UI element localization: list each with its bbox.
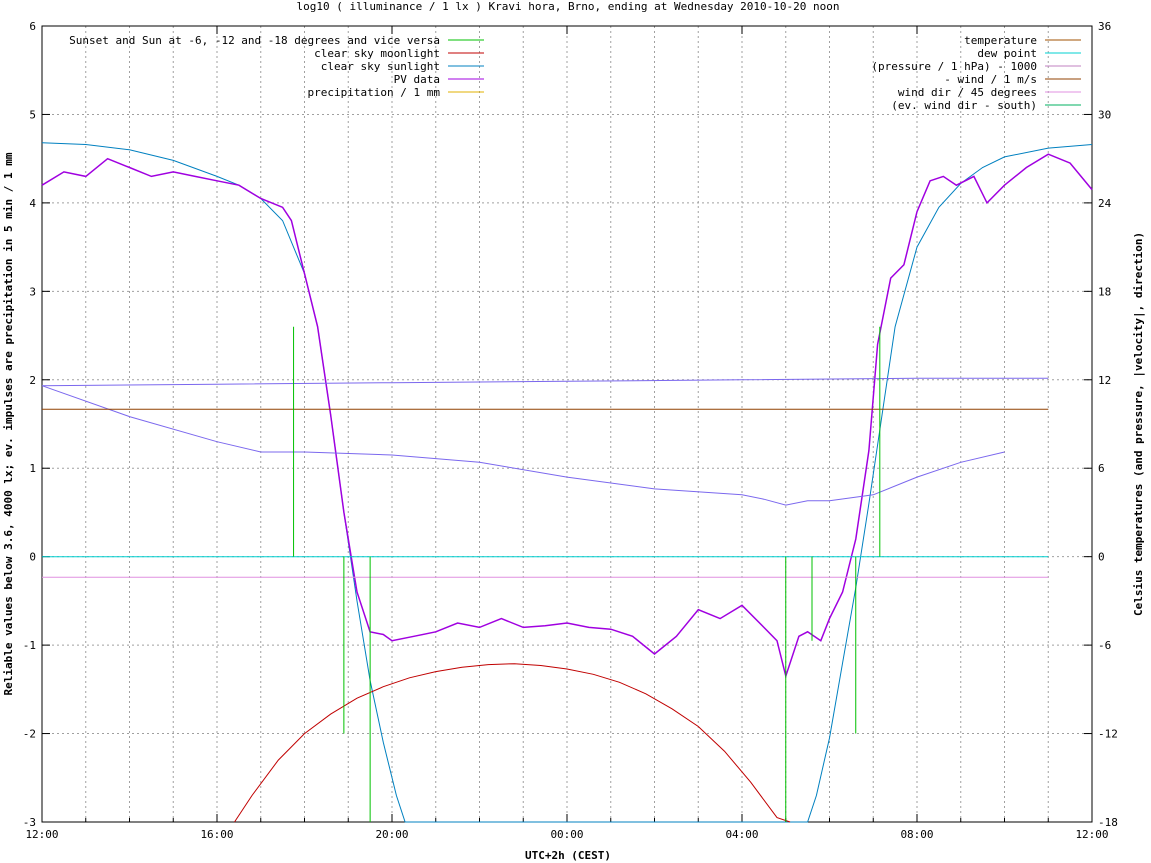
y-tick-label: 0: [29, 551, 36, 564]
y-tick-label: -2: [23, 728, 36, 741]
legend-right-label: temperature: [964, 34, 1037, 47]
x-tick-label: 12:00: [1075, 828, 1108, 841]
y2-tick-label: 0: [1098, 551, 1105, 564]
x-tick-label: 04:00: [725, 828, 758, 841]
legend: Sunset and Sun at -6, -12 and -18 degree…: [69, 34, 1081, 112]
y2-tick-label: 18: [1098, 285, 1111, 298]
y-tick-label: 1: [29, 462, 36, 475]
legend-right-label: - wind / 1 m/s: [944, 73, 1037, 86]
legend-left-label: precipitation / 1 mm: [308, 86, 441, 99]
series-line-pressure-1-hpa-1000: [41, 377, 1049, 387]
x-tick-label: 12:00: [25, 828, 58, 841]
y2-tick-label: 30: [1098, 108, 1111, 121]
y-tick-label: 6: [29, 20, 36, 33]
legend-right-label: (ev. wind dir - south): [891, 99, 1037, 112]
legend-right-label: dew point: [977, 47, 1037, 60]
grid: [42, 26, 1092, 822]
y-tick-label: -3: [23, 816, 36, 829]
y-tick-label: 5: [29, 108, 36, 121]
y2-tick-label: 12: [1098, 374, 1111, 387]
y2-tick-label: -12: [1098, 728, 1118, 741]
legend-right-label: (pressure / 1 hPa) - 1000: [871, 60, 1037, 73]
x-tick-label: 00:00: [550, 828, 583, 841]
y2-tick-label: 36: [1098, 20, 1111, 33]
legend-left-label: clear sky moonlight: [314, 47, 440, 60]
legend-left-label: clear sky sunlight: [321, 60, 440, 73]
y2-tick-label: 6: [1098, 462, 1105, 475]
y-axis-label: Reliable values below 3.6, 4000 lx; ev. …: [2, 152, 15, 695]
y2-tick-label: -18: [1098, 816, 1118, 829]
series-line-temperature: [41, 385, 1005, 506]
series-line-clear-sky-moonlight: [234, 663, 791, 823]
x-tick-label: 16:00: [200, 828, 233, 841]
x-tick-label: 08:00: [900, 828, 933, 841]
y2-tick-label: 24: [1098, 197, 1112, 210]
series-line-pv-data: [41, 153, 1093, 679]
legend-left-label: PV data: [394, 73, 440, 86]
x-tick-label: 20:00: [375, 828, 408, 841]
y2-axis-label: Celsius temperatures (and pressure, |vel…: [1132, 232, 1145, 616]
x-axis-label: UTC+2h (CEST): [525, 849, 611, 862]
chart-title: log10 ( illuminance / 1 lx ) Kravi hora,…: [296, 0, 839, 13]
y-tick-label: 3: [29, 285, 36, 298]
legend-right-label: wind dir / 45 degrees: [898, 86, 1037, 99]
legend-left-label: Sunset and Sun at -6, -12 and -18 degree…: [69, 34, 440, 47]
y2-tick-label: -6: [1098, 639, 1111, 652]
y-tick-label: 4: [29, 197, 36, 210]
y-tick-label: -1: [23, 639, 36, 652]
y-tick-label: 2: [29, 374, 36, 387]
series-group: [41, 142, 1093, 823]
axis-ticks: 12:00 16:00 20:00 00:00 04:00 08:00 12:00-3-2-…: [23, 20, 1118, 841]
